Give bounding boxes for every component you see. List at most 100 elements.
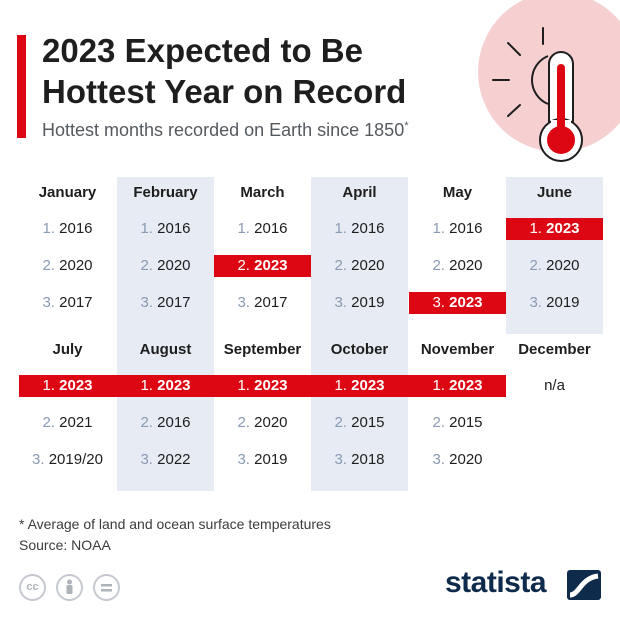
- rank-number: 3.: [140, 451, 158, 468]
- rank-year: 2016: [449, 220, 483, 237]
- rank-entry: 3. 2018: [311, 451, 408, 469]
- rank-number: 2.: [237, 414, 255, 431]
- rank-year: 2016: [59, 220, 93, 237]
- sun-rays: [492, 27, 544, 117]
- footnote-text: * Average of land and ocean surface temp…: [19, 516, 331, 532]
- column-shade: [311, 177, 408, 334]
- rank-number: 1.: [140, 377, 158, 394]
- month-label: April: [342, 184, 377, 201]
- statista-logo-icon: [567, 570, 601, 600]
- rank-year: 2015: [449, 414, 483, 431]
- month-label: July: [52, 341, 83, 358]
- highlight-band: [506, 218, 603, 240]
- rank-entry: 3. 2017: [117, 294, 214, 312]
- rank-year: 2017: [254, 294, 288, 311]
- rank-entry: 1. 2023: [506, 220, 603, 238]
- rank-number: 3.: [42, 294, 60, 311]
- rank-year: 2016: [351, 220, 385, 237]
- rank-year: 2016: [157, 220, 191, 237]
- rank-year: 2020: [59, 257, 93, 274]
- rank-entry: 2. 2020: [409, 257, 506, 275]
- rank-entry: 1. 2016: [311, 220, 408, 238]
- rank-number: 2.: [42, 257, 60, 274]
- chart-title: 2023 Expected to Be Hottest Year on Reco…: [42, 32, 407, 110]
- column-shade: [311, 334, 408, 491]
- footnote-block: * Average of land and ocean surface temp…: [19, 514, 331, 556]
- source-text: Source: NOAA: [19, 537, 111, 553]
- rank-entry: 1. 2016: [214, 220, 311, 238]
- rank-year: 2020: [254, 414, 288, 431]
- rank-number: 2.: [529, 257, 547, 274]
- rank-entry: 3. 2019: [214, 451, 311, 469]
- rank-entry: 1. 2023: [214, 377, 311, 395]
- rank-year: 2020: [157, 257, 191, 274]
- chart-subtitle: Hottest months recorded on Earth since 1…: [42, 120, 409, 141]
- rank-number: 3.: [334, 451, 352, 468]
- rank-year: 2019/20: [48, 451, 103, 468]
- rank-number: 1.: [432, 220, 450, 237]
- rank-number: 2.: [432, 414, 450, 431]
- subtitle-footnote-mark: *: [404, 120, 409, 132]
- rank-number: 3.: [237, 451, 255, 468]
- rank-number: 3.: [529, 294, 547, 311]
- rank-entry: 3. 2019/20: [19, 451, 116, 469]
- rank-year: 2021: [59, 414, 93, 431]
- rank-year: 2017: [59, 294, 93, 311]
- rank-year: 2020: [449, 257, 483, 274]
- rank-year: 2019: [351, 294, 385, 311]
- rank-number: 2.: [140, 257, 158, 274]
- rank-year: 2023: [351, 377, 385, 394]
- rank-entry: 2. 2020: [311, 257, 408, 275]
- not-available-note: n/a: [544, 377, 565, 394]
- month-label: June: [536, 184, 572, 201]
- rank-entry: 1. 2016: [117, 220, 214, 238]
- rank-entry: 3. 2017: [19, 294, 116, 312]
- rank-number: 1.: [42, 220, 60, 237]
- rank-entry: 1. 2023: [409, 377, 506, 395]
- rank-year: 2023: [254, 257, 288, 274]
- rank-entry: 3. 2017: [214, 294, 311, 312]
- rank-entry: 2. 2015: [311, 414, 408, 432]
- rank-number: 3.: [32, 451, 49, 468]
- rank-entry: 2. 2020: [19, 257, 116, 275]
- rank-entry: 2. 2023: [214, 257, 311, 275]
- rank-year: 2023: [254, 377, 288, 394]
- rank-number: 2.: [334, 414, 352, 431]
- rank-number: 1.: [42, 377, 60, 394]
- rank-number: 1.: [237, 377, 255, 394]
- rank-number: 2.: [237, 257, 255, 274]
- rank-number: 1.: [237, 220, 255, 237]
- month-label: January: [38, 184, 97, 201]
- rank-year: 2023: [449, 294, 483, 311]
- by-icon: [56, 574, 83, 601]
- rank-number: 2.: [432, 257, 450, 274]
- rank-number: 1.: [140, 220, 158, 237]
- rank-entry: 2. 2020: [506, 257, 603, 275]
- rank-entry: 2. 2020: [214, 414, 311, 432]
- rank-entry: 2. 2016: [117, 414, 214, 432]
- rank-number: 3.: [432, 294, 450, 311]
- rank-entry: 1. 2016: [409, 220, 506, 238]
- rank-entry: 2. 2021: [19, 414, 116, 432]
- highlight-band: [19, 375, 506, 397]
- rank-number: 1.: [334, 220, 352, 237]
- rank-entry: 3. 2023: [409, 294, 506, 312]
- rank-year: 2016: [254, 220, 288, 237]
- month-label: December: [518, 341, 591, 358]
- rank-number: 3.: [432, 451, 450, 468]
- nd-icon: [93, 574, 120, 601]
- rank-year: 2016: [157, 414, 191, 431]
- month-label: September: [223, 341, 302, 358]
- rank-entry: 3. 2019: [506, 294, 603, 312]
- thermometer-icon: [539, 51, 583, 162]
- rank-year: 2017: [157, 294, 191, 311]
- rank-number: 2.: [42, 414, 60, 431]
- month-label: May: [442, 184, 473, 201]
- rank-entry: 3. 2020: [409, 451, 506, 469]
- rank-entry: 1. 2023: [311, 377, 408, 395]
- month-label: November: [420, 341, 495, 358]
- statista-logo-text: statista: [445, 566, 547, 599]
- rank-year: 2023: [449, 377, 483, 394]
